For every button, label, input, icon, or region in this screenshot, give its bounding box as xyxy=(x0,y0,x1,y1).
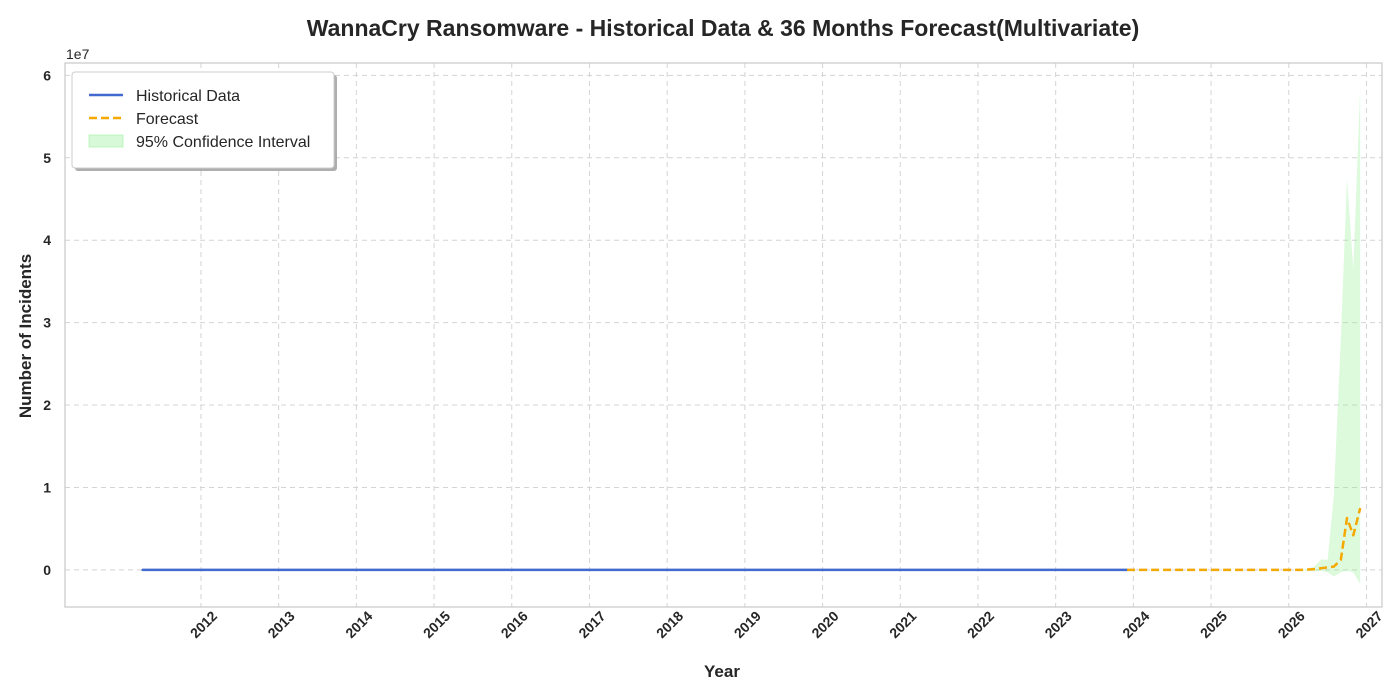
y-tick-label: 6 xyxy=(43,67,51,83)
legend: Historical Data Forecast 95% Confidence … xyxy=(71,71,337,171)
confidence-interval-band xyxy=(1127,87,1361,584)
y-tick-label: 0 xyxy=(43,562,51,578)
legend-box xyxy=(71,71,335,169)
y-offset-label: 1e7 xyxy=(66,46,90,62)
confidence-band xyxy=(1127,87,1361,584)
plot-frame xyxy=(64,62,1383,608)
y-tick-label: 2 xyxy=(43,397,51,413)
y-tick-labels: 0 1 2 3 4 5 6 xyxy=(43,67,51,578)
y-axis-title: Number of Incidents xyxy=(16,254,35,418)
forecast-line xyxy=(1127,507,1362,572)
legend-forecast-label: Forecast xyxy=(136,111,199,128)
x-axis-title: Year xyxy=(704,662,740,681)
y-tick-label: 5 xyxy=(43,150,51,166)
legend-historical-label: Historical Data xyxy=(136,88,240,105)
y-tick-label: 1 xyxy=(43,479,51,495)
y-tick-label: 4 xyxy=(43,232,51,248)
chart-title: WannaCry Ransomware - Historical Data & … xyxy=(307,15,1139,41)
legend-confidence-label: 95% Confidence Interval xyxy=(136,134,310,151)
series-lines xyxy=(141,507,1362,572)
grid xyxy=(65,63,1382,607)
y-tick-label: 3 xyxy=(43,315,51,331)
legend-confidence-swatch xyxy=(88,134,124,148)
